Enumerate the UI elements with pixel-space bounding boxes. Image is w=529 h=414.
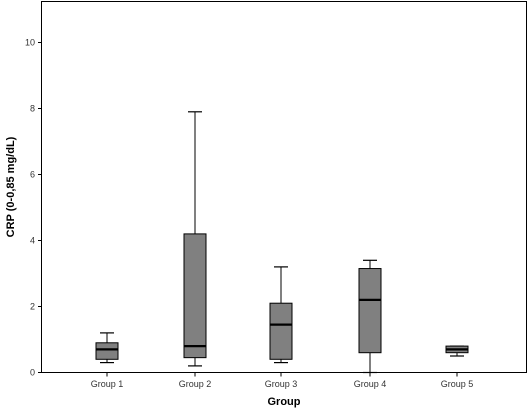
y-tick-label: 2 [30, 302, 35, 312]
x-tick-label: Group 2 [179, 379, 212, 389]
x-tick-label: Group 1 [91, 379, 124, 389]
iqr-box [183, 233, 207, 359]
iqr-box [269, 302, 293, 360]
y-tick-label: 4 [30, 236, 35, 246]
box-group-4 [358, 259, 382, 374]
x-axis-title: Group [268, 396, 301, 408]
y-tick-label: 10 [25, 38, 35, 48]
x-axis: Group 1 Group 2 Group 3 Group 4 Group 5 [91, 372, 474, 389]
iqr-box [358, 268, 382, 354]
y-tick-label: 6 [30, 170, 35, 180]
iqr-box [95, 342, 119, 360]
x-tick-label: Group 3 [265, 379, 298, 389]
y-axis: 0 2 4 6 8 10 [25, 38, 42, 378]
x-tick-label: Group 5 [441, 379, 474, 389]
box-group-3 [269, 266, 293, 364]
y-tick-label: 0 [30, 368, 35, 378]
box-group-2 [183, 111, 207, 367]
box-group-5 [445, 345, 469, 357]
plot-frame [41, 1, 527, 373]
box-group-1 [95, 332, 119, 364]
y-tick-label: 8 [30, 104, 35, 114]
y-axis-title: CRP (0-0,85 mg/dL) [5, 136, 17, 237]
box-series [95, 111, 469, 374]
x-tick-label: Group 4 [354, 379, 387, 389]
